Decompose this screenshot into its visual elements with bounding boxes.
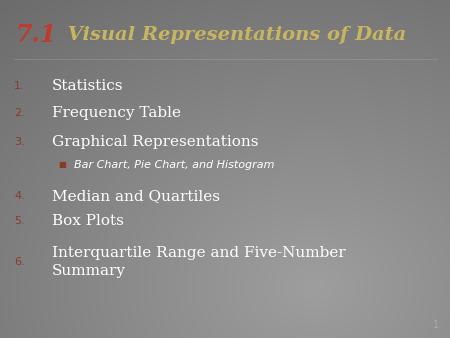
Text: Bar Chart, Pie Chart, and Histogram: Bar Chart, Pie Chart, and Histogram — [74, 160, 275, 170]
Text: 5.: 5. — [14, 216, 25, 226]
Text: 4.: 4. — [14, 191, 25, 201]
Text: Statistics: Statistics — [52, 79, 123, 93]
Text: Box Plots: Box Plots — [52, 214, 124, 228]
Text: Median and Quartiles: Median and Quartiles — [52, 189, 220, 203]
Text: 1.: 1. — [14, 81, 25, 91]
Text: 3.: 3. — [14, 137, 25, 147]
Text: Graphical Representations: Graphical Representations — [52, 135, 258, 149]
Text: Visual Representations of Data: Visual Representations of Data — [61, 26, 406, 45]
Text: Frequency Table: Frequency Table — [52, 106, 181, 120]
Text: ■: ■ — [58, 161, 67, 169]
Text: 7.1: 7.1 — [16, 23, 57, 48]
Text: 1: 1 — [432, 319, 439, 330]
Text: 2.: 2. — [14, 108, 25, 118]
Text: Interquartile Range and Five-Number
Summary: Interquartile Range and Five-Number Summ… — [52, 246, 346, 277]
Text: 6.: 6. — [14, 257, 25, 267]
